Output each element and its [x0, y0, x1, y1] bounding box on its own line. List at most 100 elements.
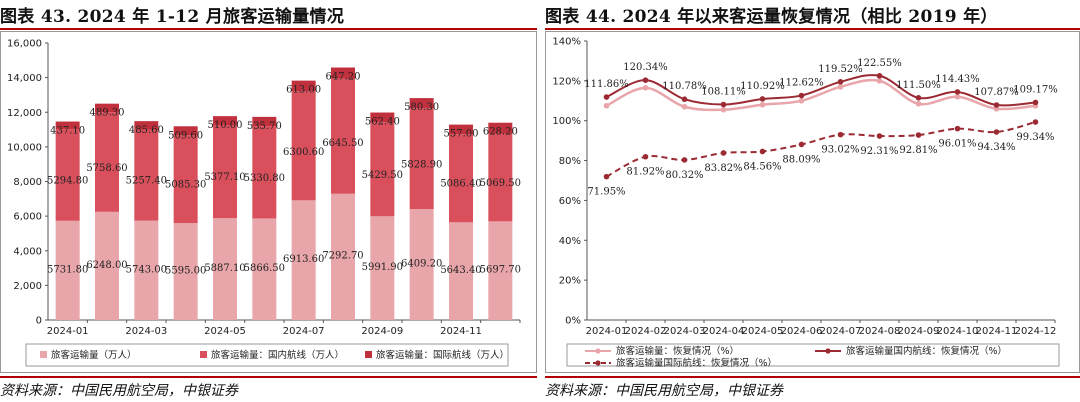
bar-total-segment [173, 223, 198, 320]
point-international [798, 141, 805, 148]
title-rule [0, 28, 537, 30]
bar-domestic-segment [134, 129, 159, 221]
point-domestic [1032, 99, 1039, 106]
line-chart: 0% 20% 40% 60% 80% 100% 120% 140% 2024-012024-02… [552, 37, 1060, 369]
y-tick-label: 10,000 [7, 142, 42, 153]
bar-total-segment [291, 200, 316, 320]
source-rule [545, 376, 1080, 378]
x-tick-label: 2024-09 [361, 326, 403, 337]
legend-label: 旅客运输量国内航线：恢复情况（%） [846, 345, 1007, 357]
point-total [759, 101, 766, 108]
bar-international-segment [291, 80, 316, 92]
bar-international-segment [173, 126, 198, 136]
data-label-total: 5743.00 [126, 264, 167, 275]
series-line-total [605, 78, 1036, 112]
y-tick-label: 20% [559, 276, 581, 287]
y-tick-label: 100% [552, 116, 581, 127]
data-label-international: 535.70 [247, 121, 282, 132]
bar-domestic-segment [449, 134, 473, 223]
bar-international-segment [252, 116, 277, 127]
data-label-international: 509.60 [168, 130, 203, 141]
data-label-international: 84.56% [743, 161, 781, 172]
data-label-international: 80.32% [665, 170, 703, 181]
data-label-domestic: 5429.50 [362, 170, 403, 181]
point-total [681, 103, 688, 110]
data-label-domestic: 5377.10 [204, 172, 245, 183]
data-label-domestic: 5294.80 [47, 176, 88, 187]
data-label-international: 647.20 [326, 71, 361, 82]
point-international [993, 129, 1000, 135]
data-label-domestic: 6300.60 [283, 147, 324, 158]
data-label-international: 81.92% [626, 167, 664, 178]
legend-marker [595, 348, 601, 354]
data-label-total: 6409.20 [401, 258, 442, 269]
point-total [876, 78, 883, 84]
x-tick-label: 2024-02 [625, 326, 667, 337]
x-tick-label: 2024-10 [937, 326, 979, 337]
point-total [915, 100, 922, 107]
point-total [954, 94, 961, 100]
series-line-domestic [606, 74, 1036, 107]
data-label-international: 92.81% [899, 145, 937, 156]
x-tick-label: 2024-06 [781, 326, 823, 337]
data-label-domestic: 109.17% [1013, 84, 1058, 95]
data-label-total: 5731.80 [47, 264, 88, 275]
y-tick-label: 40% [559, 236, 581, 247]
y-tick-label: 14,000 [7, 73, 42, 84]
bar-domestic-segment [291, 91, 316, 201]
data-label-domestic: 5758.60 [86, 163, 127, 174]
x-tick-label: 2024-08 [859, 326, 901, 337]
point-domestic [798, 92, 805, 99]
point-international [876, 133, 883, 139]
point-total [837, 84, 844, 90]
bar-domestic-segment [331, 78, 355, 194]
bar-total-segment [55, 220, 80, 320]
bar-total-segment [488, 221, 513, 320]
point-international [837, 131, 844, 138]
data-label-domestic: 122.55% [857, 58, 902, 69]
data-label-international: 557.00 [444, 129, 479, 140]
x-tick-label: 2024-12 [1015, 326, 1057, 337]
data-label-domestic: 112.62% [779, 78, 824, 89]
data-label-international: 99.34% [1016, 132, 1054, 143]
bar-domestic-segment [213, 124, 237, 219]
data-label-international: 489.30 [90, 108, 125, 119]
x-tick-label: 2024-09 [898, 326, 940, 337]
data-label-international: 88.09% [782, 154, 820, 165]
bar-international-segment [95, 103, 119, 113]
legend-box [566, 343, 1060, 367]
stacked-bar-chart: 0 2,000 4,000 6,000 8,000 10,000 12,000 14,000 1… [7, 39, 521, 367]
point-domestic [720, 101, 727, 108]
y-tick-label: 4,000 [13, 246, 42, 257]
data-label-domestic: 5257.40 [126, 176, 167, 187]
point-international [642, 153, 649, 160]
data-label-total: 6248.00 [86, 260, 127, 271]
data-label-international: 562.40 [365, 117, 400, 128]
legend-swatch [200, 351, 207, 358]
legend-marker [595, 360, 601, 366]
data-label-domestic: 5828.90 [401, 160, 442, 171]
y-tick-label: 12,000 [7, 108, 42, 119]
y-tick-label: 2,000 [13, 281, 42, 292]
bar-total-segment [409, 209, 434, 320]
x-tick-label: 2024-11 [976, 326, 1018, 337]
bar-domestic-segment [488, 133, 513, 222]
data-label-domestic: 5085.30 [165, 180, 206, 191]
data-label-total: 6913.60 [283, 254, 324, 265]
data-label-international: 613.00 [286, 85, 321, 96]
point-total [798, 97, 805, 104]
x-tick-label: 2024-07 [283, 326, 325, 337]
point-total [642, 85, 649, 91]
point-total [603, 102, 610, 109]
data-label-total: 5866.50 [244, 263, 285, 274]
data-label-domestic: 107.87% [974, 87, 1019, 98]
data-label-domestic: 6645.50 [322, 138, 363, 149]
bar-domestic-segment [370, 122, 395, 217]
bar-international-segment [55, 121, 80, 130]
bar-international-segment [213, 116, 237, 125]
data-label-international: 485.60 [129, 125, 164, 136]
data-label-domestic: 5330.80 [244, 173, 285, 184]
bar-domestic-segment [95, 112, 119, 212]
legend-swatch [365, 351, 372, 358]
x-tick-label: 2024-01 [47, 326, 89, 337]
